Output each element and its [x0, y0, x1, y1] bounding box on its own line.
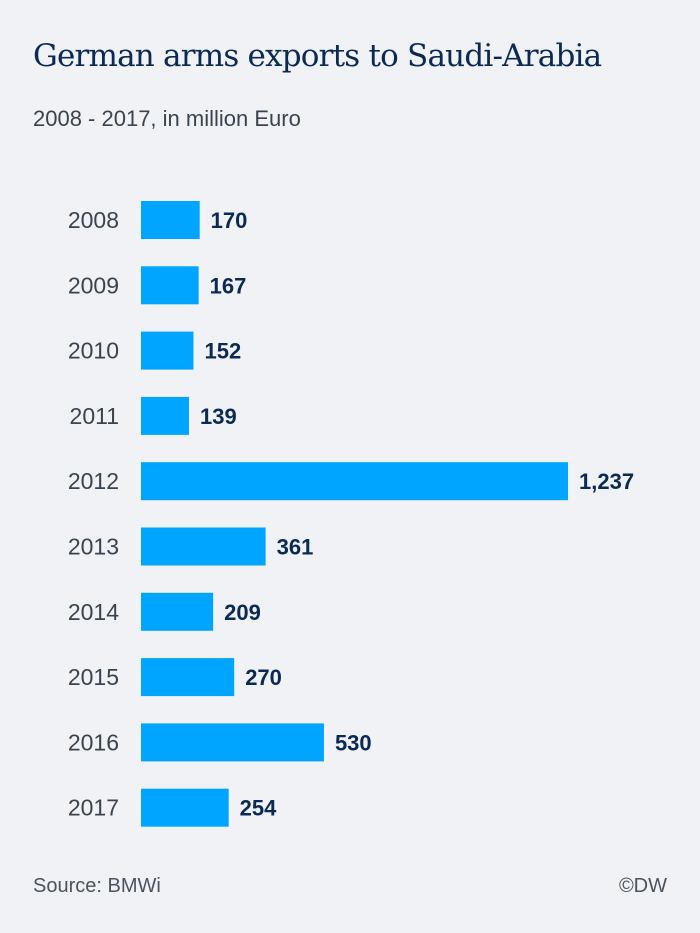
category-label: 2015	[68, 664, 119, 690]
value-label: 170	[211, 208, 248, 233]
category-label: 2016	[68, 729, 119, 755]
copyright: ©DW	[618, 875, 667, 897]
bar-2013	[141, 527, 266, 566]
value-label: 209	[224, 600, 261, 625]
category-label: 2013	[68, 534, 119, 560]
category-label: 2010	[68, 338, 119, 364]
bar-2017	[141, 788, 229, 827]
category-label: 2017	[68, 795, 119, 821]
source-note: Source: BMWi	[33, 875, 161, 897]
value-label: 530	[335, 730, 372, 755]
category-label: 2009	[68, 272, 119, 298]
value-label: 139	[200, 404, 237, 429]
category-label: 2011	[70, 403, 119, 429]
bar-2010	[141, 331, 194, 370]
chart-title: German arms exports to Saudi-Arabia	[33, 38, 602, 74]
bar-2008	[141, 201, 200, 239]
value-label: 270	[245, 665, 282, 690]
chart-subtitle: 2008 - 2017, in million Euro	[33, 106, 301, 131]
value-label: 1,237	[579, 469, 634, 494]
bar-2011	[141, 396, 189, 435]
value-label: 167	[210, 273, 247, 298]
category-label: 2014	[68, 599, 119, 625]
category-label: 2012	[68, 468, 119, 494]
bar-2015	[141, 658, 235, 697]
bar-2009	[141, 266, 199, 305]
bar-2012	[141, 462, 568, 501]
value-label: 254	[240, 796, 277, 821]
bar-2016	[141, 723, 324, 762]
value-label: 361	[277, 535, 314, 560]
category-label: 2008	[68, 207, 119, 233]
value-label: 152	[204, 339, 241, 364]
bar-2014	[141, 592, 214, 631]
